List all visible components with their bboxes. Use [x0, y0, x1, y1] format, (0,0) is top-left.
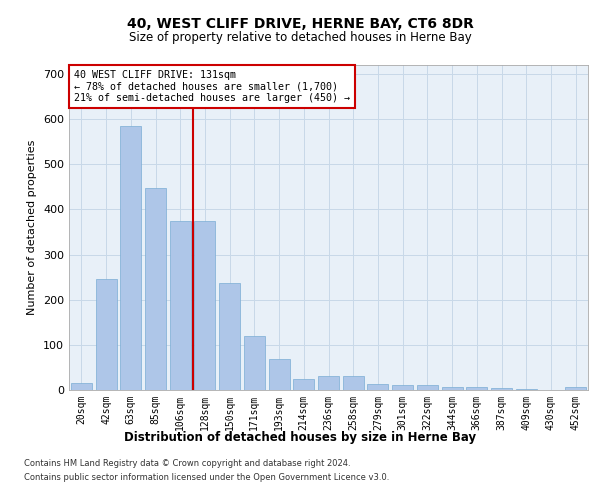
Text: Contains public sector information licensed under the Open Government Licence v3: Contains public sector information licen…	[24, 474, 389, 482]
Bar	[170, 220, 191, 390]
Bar	[244, 336, 265, 390]
Bar	[466, 387, 487, 390]
Text: 40 WEST CLIFF DRIVE: 131sqm
← 78% of detached houses are smaller (1,700)
21% of : 40 WEST CLIFF DRIVE: 131sqm ← 78% of det…	[74, 70, 350, 103]
Bar	[442, 387, 463, 390]
Text: Distribution of detached houses by size in Herne Bay: Distribution of detached houses by size …	[124, 431, 476, 444]
Bar	[516, 388, 537, 390]
Text: 40, WEST CLIFF DRIVE, HERNE BAY, CT6 8DR: 40, WEST CLIFF DRIVE, HERNE BAY, CT6 8DR	[127, 18, 473, 32]
Bar	[95, 278, 116, 390]
Text: Size of property relative to detached houses in Herne Bay: Size of property relative to detached ho…	[128, 31, 472, 44]
Bar	[194, 220, 215, 390]
Text: Contains HM Land Registry data © Crown copyright and database right 2024.: Contains HM Land Registry data © Crown c…	[24, 458, 350, 468]
Bar	[367, 384, 388, 390]
Bar	[343, 376, 364, 390]
Bar	[269, 360, 290, 390]
Bar	[491, 388, 512, 390]
Bar	[417, 386, 438, 390]
Bar	[392, 386, 413, 390]
Bar	[318, 376, 339, 390]
Bar	[145, 188, 166, 390]
Bar	[219, 283, 240, 390]
Y-axis label: Number of detached properties: Number of detached properties	[28, 140, 37, 315]
Bar	[293, 379, 314, 390]
Bar	[71, 383, 92, 390]
Bar	[565, 388, 586, 390]
Bar	[120, 126, 141, 390]
